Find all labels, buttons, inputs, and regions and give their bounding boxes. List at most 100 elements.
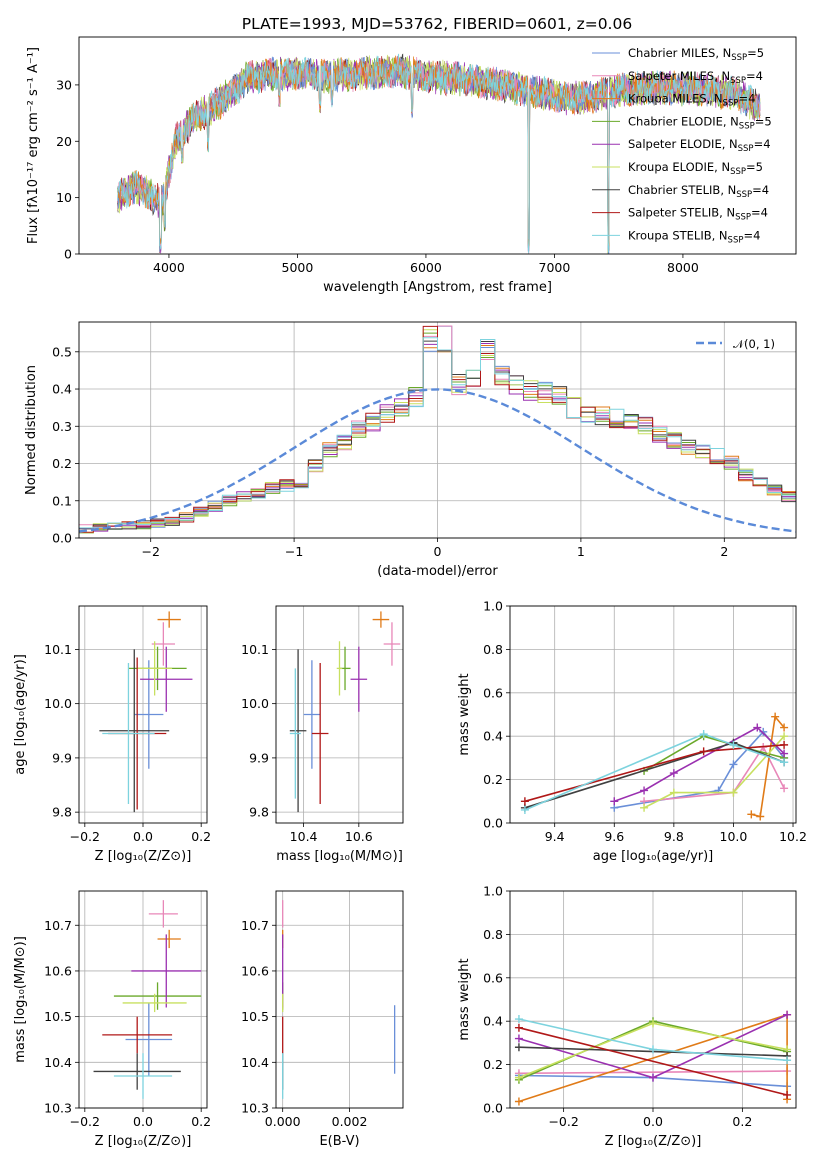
y-tick-label: 0.6 [483,970,503,985]
y-tick-label: 10.5 [241,1009,269,1024]
y-tick-label: 0.3 [52,419,72,434]
massweight-marker [514,1023,523,1032]
y-tick-label: 10.0 [44,696,72,711]
massweight-marker [669,769,678,778]
y-axis-label: Normed distribution [24,365,39,495]
x-tick-label: 0.0 [133,1114,153,1129]
y-tick-label: 0.8 [483,642,503,657]
x-tick-label: 9.8 [664,829,684,844]
massweight-marker [640,786,649,795]
age-vs-Z-panel: −0.2 0.0 0.2 9.8 9.9 10.0 10.1 Z [log₁₀(Z/Z⊙)] a… [13,605,211,864]
x-tick-label: 0.2 [191,1114,211,1129]
x-tick-label: −0.2 [70,829,100,844]
x-tick-label: −1 [285,544,303,559]
x-tick-label: 0.000 [265,1114,301,1129]
legend-entry: Chabrier MILES, NSSP=5 [628,46,764,63]
y-tick-label: 0.0 [52,531,72,546]
x-tick-label: 10.2 [779,829,807,844]
plot-frame [509,605,797,824]
x-tick-label: −0.2 [548,1114,578,1129]
x-tick-label: 6000 [410,260,442,275]
x-tick-label: 1 [577,544,585,559]
massweight-series-line [524,733,785,811]
legend-entry: Kroupa STELIB, NSSP=4 [628,228,760,245]
spectrum-series-line [117,53,761,254]
massweight-vs-age-panel: 9.4 9.6 9.8 10.0 10.2 0.0 0.2 0.4 0.6 0.8 1.0 age [… [457,599,807,865]
x-axis-label: Z [log₁₀(Z/Z⊙)] [95,849,192,864]
massweight-series-line [644,745,785,803]
plot-frame [78,890,208,1109]
x-axis-label: age [log₁₀(age/yr)] [593,849,714,864]
age-vs-mass-panel: 10.4 10.6 9.8 9.9 10.0 10.1 mass [log₁₀(M/M⊙)] [241,605,404,864]
massweight-marker [783,1010,792,1019]
y-axis-label: mass [log₁₀(M/M⊙)] [13,936,28,1063]
x-axis-label: E(B-V) [319,1134,359,1149]
x-tick-label: 10.4 [290,829,318,844]
massweight-marker [669,788,678,797]
histogram-series-step [79,337,796,529]
y-axis-label: mass weight [457,958,472,1040]
y-axis-label: mass weight [457,673,472,755]
y-tick-label: 20 [56,134,72,149]
spectrum-plot: 4000 5000 6000 7000 8000 0 10 20 30 wavelength [A… [26,36,797,295]
massweight-marker [756,812,765,821]
massweight-marker [699,747,708,756]
massweight-marker [753,723,762,732]
y-tick-label: 0.4 [483,729,503,744]
y-tick-label: 1.0 [483,599,503,614]
plot-frame [78,321,797,539]
y-tick-label: 10.4 [44,1055,72,1070]
massweight-marker [649,1045,657,1054]
y-tick-label: 10.7 [44,918,72,933]
y-tick-label: 30 [56,77,72,92]
y-tick-label: 10.5 [44,1009,72,1024]
massweight-marker [729,788,738,797]
spectrum-series-line [117,56,761,254]
y-tick-label: 0.6 [483,685,503,700]
x-tick-label: 0.2 [191,829,211,844]
plot-frame [275,890,404,1109]
massweight-marker [520,805,529,814]
y-tick-label: 10.6 [44,963,72,978]
legend-entry: Salpeter ELODIE, NSSP=4 [628,137,771,154]
y-tick-label: 0.2 [483,772,503,787]
massweight-marker [780,758,789,767]
plot-frame [509,890,797,1109]
massweight-marker [780,732,789,741]
x-axis-label: Z [log₁₀(Z/Z⊙)] [95,1134,192,1149]
x-tick-label: 5000 [282,260,314,275]
y-tick-label: 10.3 [241,1101,269,1116]
massweight-marker [783,1090,792,1099]
y-tick-label: 10.4 [241,1055,269,1070]
mass-vs-Z-panel: −0.2 0.0 0.2 10.3 10.4 10.5 10.6 10.7 Z [log₁₀(Z… [13,890,211,1149]
y-tick-label: 10.3 [44,1101,72,1116]
legend-entry: Chabrier STELIB, NSSP=4 [628,183,769,200]
plot-frame [78,605,208,824]
y-tick-label: 0.0 [483,1101,503,1116]
massweight-series-line [518,1026,788,1096]
legend-entry: Kroupa ELODIE, NSSP=5 [628,160,763,177]
massweight-marker [514,1097,523,1106]
y-tick-label: 9.9 [249,750,269,765]
massweight-marker [729,740,738,749]
massweight-marker [520,797,529,806]
x-tick-label: 10.6 [345,829,373,844]
x-tick-label: 9.6 [604,829,624,844]
y-tick-label: 1.0 [483,884,503,899]
x-axis-label: (data-model)/error [377,564,498,579]
y-tick-label: 0.5 [52,344,72,359]
y-tick-label: 0.4 [52,382,72,397]
histogram-series-step [79,325,796,530]
y-tick-label: 0.8 [483,927,503,942]
massweight-marker [783,1056,792,1065]
y-axis-label: Flux [fλ10⁻¹⁷ erg cm⁻² s⁻¹ A⁻¹] [26,47,41,244]
legend-entry: Salpeter MILES, NSSP=4 [628,69,763,86]
chart-title: PLATE=1993, MJD=53762, FIBERID=0601, z=0… [242,15,632,33]
x-tick-label: 0.2 [732,1114,752,1129]
gaussian-curve [79,388,796,533]
massweight-vs-Z-panel: −0.2 0.0 0.2 0.0 0.2 0.4 0.6 0.8 1.0 Z [log₁₀(Z/Z… [457,884,797,1149]
x-tick-label: 4000 [153,260,185,275]
massweight-marker [747,810,756,819]
massweight-marker [514,1043,523,1052]
